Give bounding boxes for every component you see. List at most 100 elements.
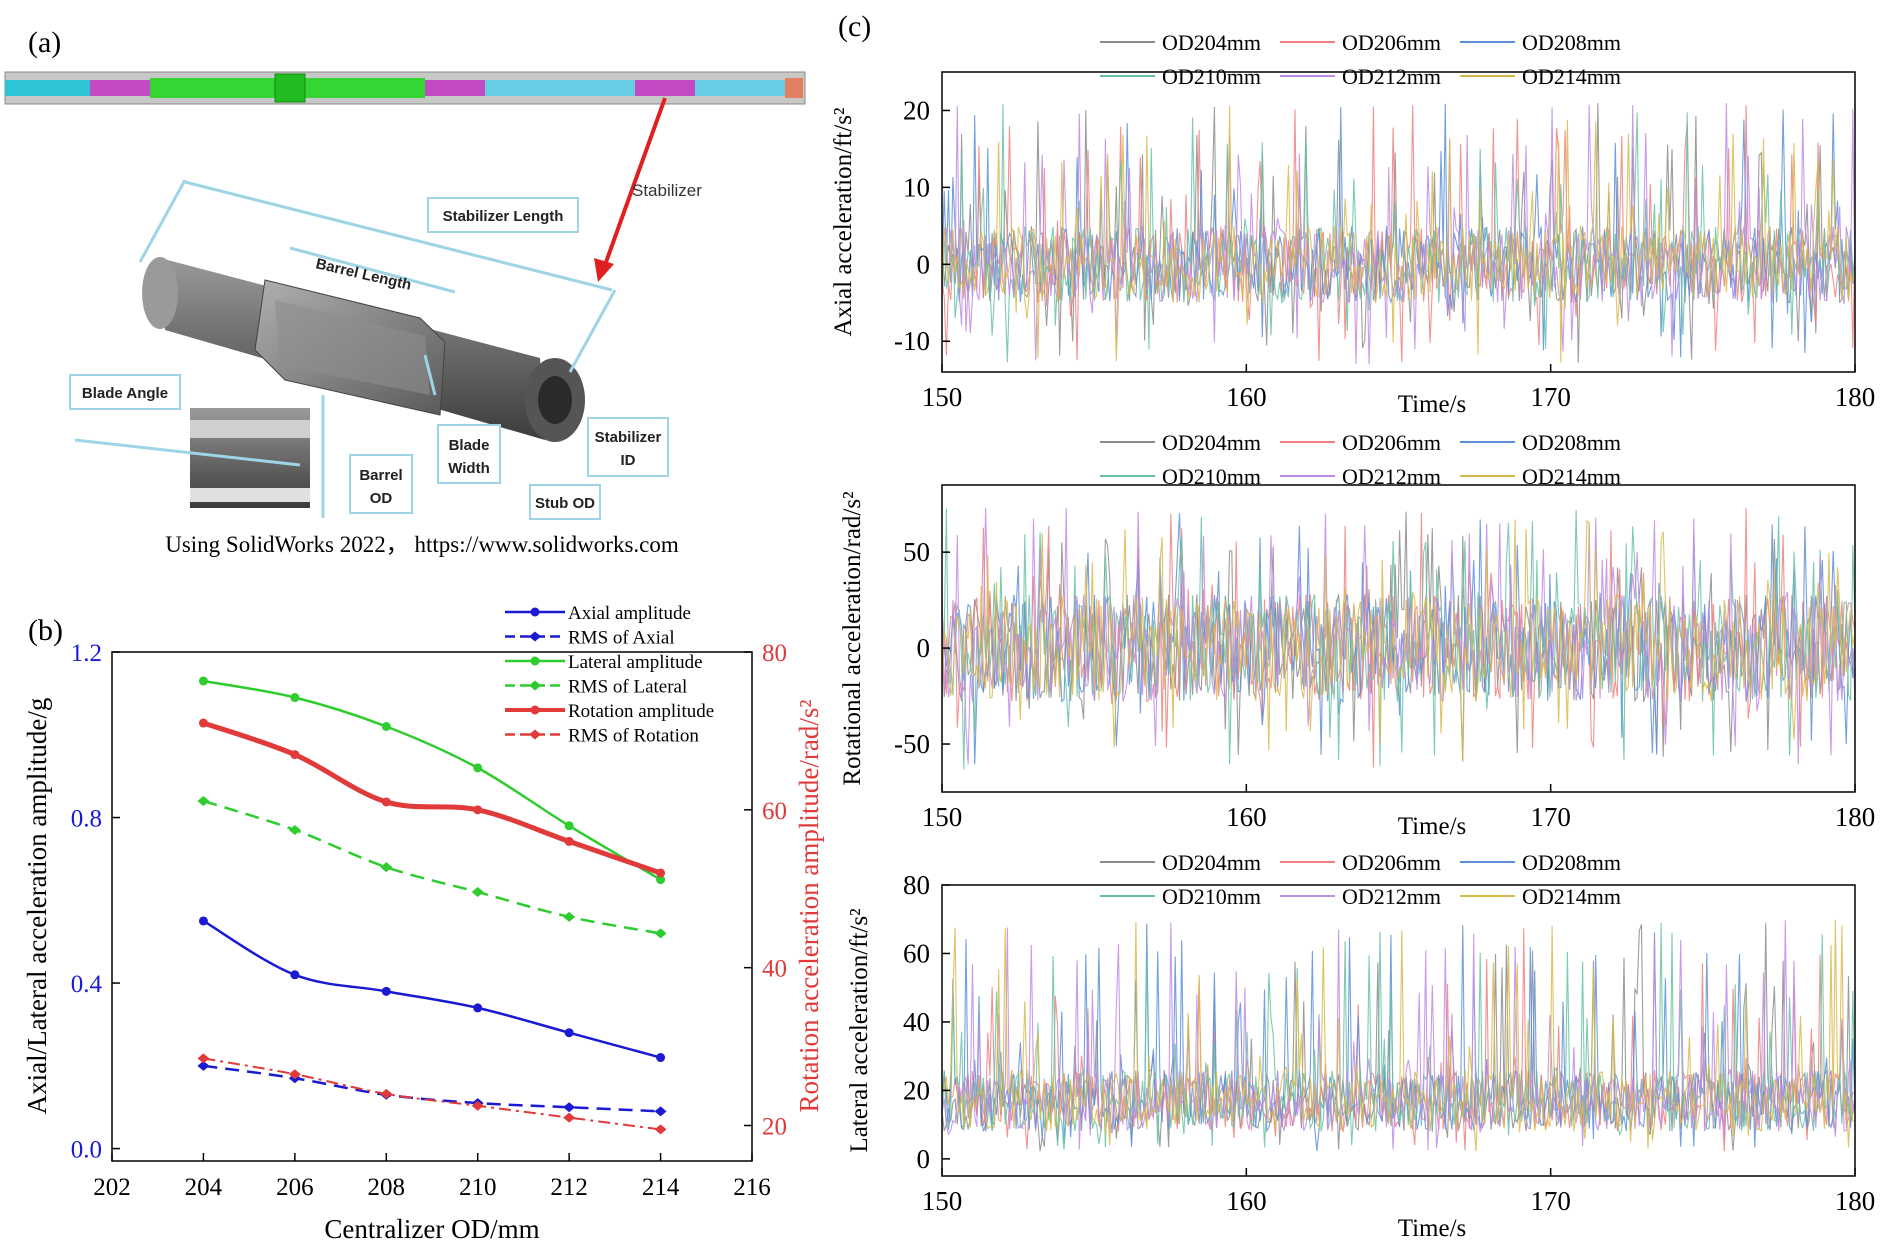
series-line (203, 799, 661, 935)
data-point (563, 911, 576, 922)
x-tick-label: 160 (1226, 802, 1267, 832)
legend-label: OD206mm (1342, 850, 1441, 875)
y-tick-label: 0.4 (71, 971, 103, 998)
legend-label: OD210mm (1162, 64, 1261, 89)
legend-marker (530, 656, 540, 666)
legend-label: OD204mm (1162, 30, 1261, 55)
data-point (290, 970, 300, 980)
y-tick-label: 0 (917, 633, 931, 663)
panel-c-plot-c3: 150 160 170 180 0 20 40 60 80 Time/s Lateral accel… (846, 850, 1875, 1242)
software-credit: Using SolidWorks 2022， https://www.solid… (165, 532, 679, 557)
legend-label: OD204mm (1162, 850, 1261, 875)
legend-label: OD212mm (1342, 64, 1441, 89)
y2-tick-label: 60 (762, 798, 787, 825)
x-tick-label: 160 (1226, 1186, 1267, 1216)
stabilizer-id-callout-line1: Stabilizer (595, 429, 662, 446)
y-tick-label: -10 (894, 326, 930, 356)
legend-label: RMS of Lateral (568, 677, 687, 698)
y-tick-label: 20 (903, 1075, 930, 1105)
panel-b-x-ticks: 202 204 206 208 210 212 214 216 (93, 1153, 771, 1201)
y-axis-title: Lateral acceleration/ft/s² (846, 908, 873, 1152)
panel-c-plot-c1: 150 160 170 180 -10 0 10 20 Time/s Axial accelera… (830, 30, 1875, 418)
legend-label: OD214mm (1522, 884, 1621, 909)
data-point (380, 1088, 393, 1099)
x-tick-label: 180 (1835, 802, 1876, 832)
panel-b-plot-frame (111, 651, 753, 1162)
data-point (473, 1003, 483, 1013)
legend-label: OD208mm (1522, 430, 1621, 455)
data-point (563, 1112, 576, 1123)
data-point (656, 875, 666, 885)
data-point (197, 1060, 210, 1071)
data-point (563, 1102, 576, 1113)
legend-label: OD208mm (1522, 850, 1621, 875)
panel-b-left-y-ticks: 0.0 0.4 0.8 1.2 (71, 640, 120, 1164)
legend-label: OD206mm (1342, 430, 1441, 455)
legend-marker (530, 705, 540, 715)
panel-a: (a) Stabilizer (4, 26, 806, 557)
y-tick-label: 20 (903, 95, 930, 125)
legend: OD204mm OD206mm OD208mm OD210mm OD212mm OD214… (1100, 850, 1621, 909)
x-tick-label: 150 (922, 1186, 963, 1216)
x-tick-label: 150 (922, 382, 963, 412)
x-axis-title: Time/s (1398, 1215, 1467, 1242)
legend-label: Lateral amplitude (568, 652, 703, 673)
legend-marker (529, 680, 541, 691)
panel-b-label: (b) (28, 614, 63, 647)
data-point (473, 763, 483, 773)
blade-width-callout-line2: Width (448, 460, 490, 477)
drill-string-bar (4, 71, 806, 105)
legend: OD204mm OD206mm OD208mm OD210mm OD212mm OD214… (1100, 30, 1621, 89)
stabilizer-id-callout-line2: ID (621, 452, 636, 469)
dimension-lines (74, 179, 617, 518)
panel-b-left-y-axis-title: Axial/Lateral acceleration amplitude/g (22, 698, 52, 1115)
data-point (381, 797, 391, 807)
legend-label: Rotation amplitude (568, 701, 714, 722)
series-line (203, 1057, 661, 1131)
signal-series-group (941, 919, 1856, 1152)
blade-angle-callout: Blade Angle (82, 385, 168, 402)
x-axis-title: Time/s (1398, 391, 1467, 418)
panel-c: (c) 150 160 170 180 -10 0 10 20 Time/s Axial acce… (830, 10, 1875, 1242)
panel-c-plot-c2: 150 160 170 180 -50 0 50 Time/s Rotational accel… (839, 430, 1875, 840)
y-tick-label: 50 (903, 537, 930, 567)
panel-b-legend: Axial amplitude RMS of Axial Lateral ampli… (505, 603, 714, 747)
panel-c-plots: 150 160 170 180 -10 0 10 20 Time/s Axial accelera… (830, 30, 1875, 1242)
series-line (203, 1064, 661, 1113)
signal-OD212mm (941, 920, 1856, 1151)
legend-marker (529, 729, 541, 740)
barrel-od-callout-line1: Barrel (359, 467, 402, 484)
panel-b-series (197, 676, 667, 1135)
data-point (564, 1028, 574, 1038)
data-point (288, 1069, 301, 1080)
stub-od-callout: Stub OD (535, 495, 595, 512)
legend-label: RMS of Axial (568, 628, 675, 649)
plot-frame (941, 884, 1856, 1177)
plot-frame (941, 484, 1856, 793)
legend-marker (530, 607, 540, 617)
series-line (202, 919, 661, 1059)
x-tick-label: 216 (733, 1174, 771, 1201)
data-point (290, 693, 300, 703)
data-point (471, 1100, 484, 1111)
y-tick-label: 1.2 (71, 640, 102, 667)
x-tick-label: 202 (93, 1174, 131, 1201)
x-axis-title: Time/s (1398, 813, 1467, 840)
x-tick-label: 160 (1226, 382, 1267, 412)
x-tick-label: 150 (922, 802, 963, 832)
stabilizer-arrow (603, 97, 667, 266)
y2-tick-label: 40 (762, 956, 787, 983)
data-point (471, 887, 484, 898)
series-rms-of-lateral (197, 795, 667, 939)
series-axial-amplitude (198, 916, 666, 1063)
data-point (654, 928, 667, 939)
panel-a-label: (a) (28, 26, 61, 59)
legend-label: OD212mm (1342, 884, 1441, 909)
legend-label: OD214mm (1522, 64, 1621, 89)
x-tick-label: 212 (550, 1174, 588, 1201)
x-tick-label: 206 (276, 1174, 314, 1201)
signal-series-group (941, 102, 1856, 365)
stabilizer-arrowhead (594, 258, 614, 282)
x-tick-label: 180 (1835, 1186, 1876, 1216)
